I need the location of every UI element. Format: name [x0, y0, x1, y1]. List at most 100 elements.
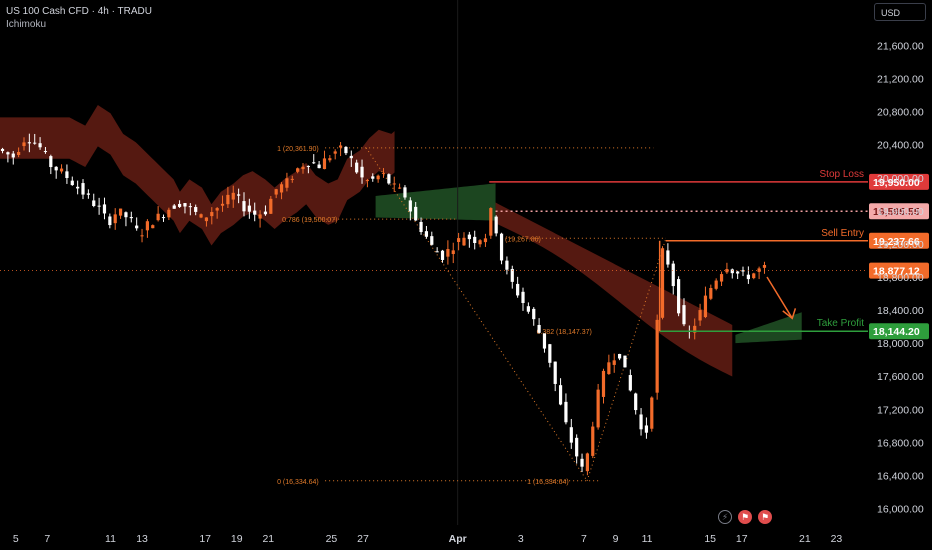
candle	[585, 453, 589, 472]
candle	[494, 216, 498, 234]
candle	[660, 248, 665, 318]
candle	[467, 234, 471, 240]
candle	[628, 375, 632, 391]
candle	[408, 200, 412, 212]
chart-legend: US 100 Cash CFD · 4h · TRADU Ichimoku	[6, 5, 152, 31]
x-tick-label: 17	[736, 533, 748, 545]
candle	[473, 236, 477, 243]
candle	[682, 305, 686, 325]
candle	[177, 203, 182, 207]
candle	[639, 414, 643, 430]
candle	[124, 212, 128, 218]
candle	[725, 269, 729, 273]
candle	[446, 249, 450, 257]
candle	[183, 203, 187, 207]
y-tick-label: 21,200.00	[877, 74, 924, 86]
fib-label: 0.786 (19,500.07)	[282, 217, 337, 224]
y-tick-label: 18,000.00	[877, 338, 924, 350]
candle	[666, 250, 670, 265]
cloud-band	[375, 183, 496, 221]
candle	[253, 210, 257, 215]
y-tick-label: 20,000.00	[877, 173, 924, 185]
candle	[762, 265, 767, 268]
candle	[607, 362, 611, 375]
candle	[671, 263, 675, 287]
fib-label: 1 (16,334.64)	[527, 479, 569, 486]
candle	[274, 189, 278, 195]
candle	[698, 310, 702, 321]
candle	[360, 166, 364, 178]
fib-label: 0.382 (18,147.37)	[537, 329, 592, 336]
candle	[596, 389, 600, 428]
candle	[564, 401, 568, 423]
ichimoku-cloud	[0, 105, 802, 377]
x-tick-label: 3	[518, 533, 524, 545]
projection-arrow	[766, 276, 793, 319]
flag-icon[interactable]: ⚑	[758, 510, 772, 524]
y-tick-label: 17,200.00	[877, 404, 924, 416]
candle	[344, 146, 348, 154]
candle	[269, 198, 273, 214]
fib-label: (19,267.86)	[505, 236, 541, 243]
fib-label: 0 (16,334.64)	[277, 479, 319, 486]
candle	[118, 208, 123, 216]
x-tick-label: 21	[262, 533, 274, 545]
candle	[156, 213, 160, 221]
candle	[199, 214, 203, 218]
candle	[478, 240, 482, 245]
candle	[188, 206, 192, 208]
cloud-band	[735, 312, 802, 344]
candle	[33, 142, 37, 144]
currency-selector[interactable]: USD	[874, 3, 926, 21]
candle	[714, 280, 718, 289]
trade-levels: Stop Loss 19,950.00 19,595.55 Sell Entry 19,…	[0, 169, 929, 340]
candle	[462, 237, 466, 246]
candle	[237, 194, 241, 196]
candle	[27, 142, 31, 144]
candle	[333, 151, 337, 154]
candlesticks	[0, 133, 767, 476]
y-tick-label: 17,600.00	[877, 371, 924, 383]
lightning-icon[interactable]: ⚡	[718, 510, 732, 524]
candle	[194, 207, 198, 212]
y-tick-label: 21,600.00	[877, 40, 924, 52]
candle	[387, 174, 391, 184]
candle	[81, 183, 85, 195]
x-tick-label: 17	[199, 533, 211, 545]
candle	[102, 204, 107, 214]
candle	[381, 172, 386, 174]
candle	[499, 233, 504, 261]
x-tick-label: 11	[105, 533, 116, 545]
candle	[172, 205, 176, 209]
candle	[17, 151, 21, 156]
candle	[54, 166, 58, 171]
x-tick-label: 25	[326, 533, 338, 545]
candle	[392, 183, 396, 185]
candle	[215, 208, 219, 211]
flag-icon[interactable]: ⚑	[738, 510, 752, 524]
fib-label: 1 (20,361.90)	[277, 146, 319, 153]
x-tick-label: 11	[642, 533, 653, 545]
fib-trend-line	[586, 238, 667, 481]
candle	[129, 217, 133, 219]
x-tick-label: 21	[799, 533, 811, 545]
price-tag-label: 18,877.12	[873, 266, 920, 278]
symbol-label: US 100 Cash CFD · 4h · TRADU	[6, 6, 152, 17]
candle	[301, 166, 305, 170]
candle	[510, 268, 514, 282]
y-tick-label: 19,600.00	[877, 206, 924, 218]
candle	[279, 184, 284, 193]
price-tag	[869, 203, 929, 220]
candle	[290, 178, 294, 180]
candle	[226, 194, 230, 205]
candle	[612, 360, 616, 365]
level-name: Stop Loss	[820, 169, 864, 180]
candle	[328, 158, 332, 161]
y-tick-label: 19,200.00	[877, 239, 924, 251]
candle	[558, 385, 563, 405]
candle	[650, 397, 654, 429]
price-tag	[869, 262, 929, 279]
candle	[575, 437, 579, 457]
price-tag-label: 19,950.00	[873, 177, 920, 189]
